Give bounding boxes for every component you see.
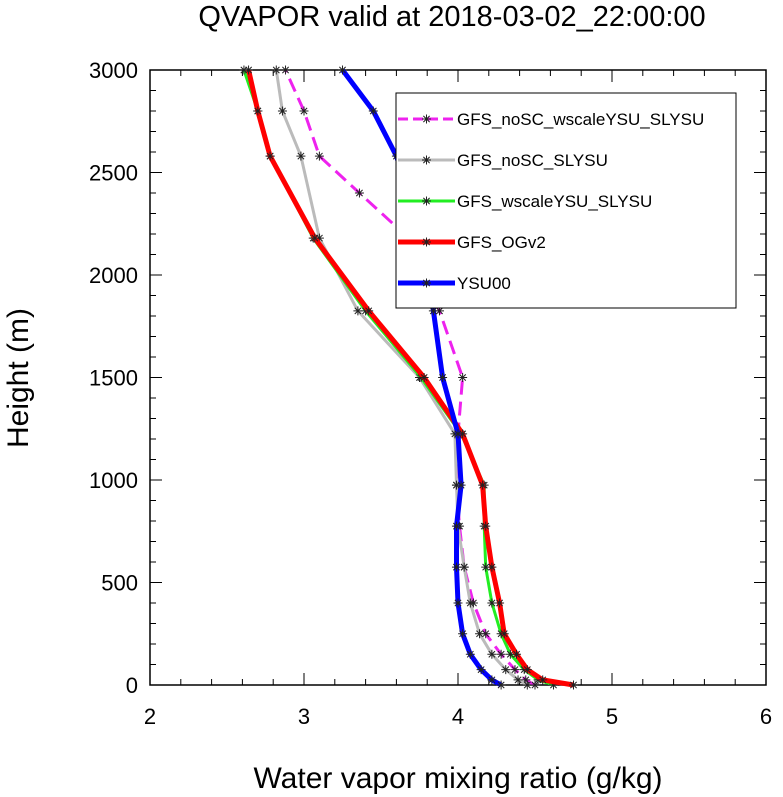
- legend: GFS_noSC_wscaleYSU_SLYSU GFS_noSC_SLYSU GF…: [395, 92, 737, 309]
- data-point: [496, 680, 506, 690]
- data-point: [513, 675, 523, 685]
- legend-label: GFS_noSC_wscaleYSU_SLYSU: [457, 110, 704, 129]
- data-point: [465, 598, 475, 608]
- data-point: [522, 665, 532, 675]
- data-point: [538, 675, 548, 685]
- axis-ticks: 2 3 4 5 6 0 500 1000 1500 2000 2500 3000: [89, 58, 772, 729]
- data-point: [501, 665, 511, 675]
- series-line: [246, 69, 574, 688]
- data-point: [496, 649, 506, 659]
- data-point: [299, 106, 309, 116]
- series-GFS_OGv2: [244, 65, 578, 690]
- data-point: [481, 521, 491, 531]
- data-point: [487, 598, 497, 608]
- data-point: [453, 598, 463, 608]
- data-point: [438, 373, 448, 382]
- data-point: [419, 373, 429, 382]
- data-point: [353, 306, 363, 316]
- data-point: [487, 675, 497, 685]
- data-point: [338, 65, 347, 75]
- chart-title: QVAPOR valid at 2018-03-02_22:00:00: [198, 1, 705, 33]
- data-point: [512, 649, 522, 659]
- data-point: [364, 306, 374, 316]
- legend-item: GFS_noSC_SLYSU: [398, 151, 608, 170]
- data-point: [271, 65, 281, 75]
- data-point: [458, 373, 468, 382]
- data-point: [487, 562, 497, 572]
- data-point: [522, 680, 532, 690]
- data-point: [478, 480, 488, 490]
- data-point: [499, 629, 509, 639]
- x-tick-label: 6: [760, 704, 772, 729]
- y-tick-label: 2500: [89, 161, 138, 186]
- data-point: [296, 151, 306, 161]
- data-point: [510, 665, 520, 675]
- legend-item: GFS_wscaleYSU_SLYSU: [398, 192, 652, 211]
- y-tick-label: 3000: [89, 58, 138, 83]
- y-tick-label: 1000: [89, 468, 138, 493]
- data-point: [451, 521, 461, 531]
- y-tick-label: 2000: [89, 263, 138, 288]
- data-point: [244, 65, 254, 75]
- data-point: [451, 562, 461, 572]
- data-point: [456, 480, 466, 490]
- x-tick-label: 4: [452, 704, 464, 729]
- data-point: [487, 649, 497, 659]
- data-point: [495, 598, 505, 608]
- data-point: [453, 429, 463, 439]
- legend-item: GFS_noSC_wscaleYSU_SLYSU: [398, 110, 704, 129]
- legend-item: GFS_OGv2: [398, 233, 546, 252]
- data-point: [465, 649, 475, 659]
- legend-item: YSU00: [398, 274, 511, 293]
- legend-label: GFS_noSC_SLYSU: [457, 151, 608, 170]
- data-point: [265, 151, 275, 161]
- data-point: [314, 151, 324, 161]
- x-tick-label: 2: [144, 704, 156, 729]
- data-point: [368, 106, 378, 116]
- data-point: [277, 106, 287, 116]
- data-point: [476, 665, 486, 675]
- data-point: [475, 629, 485, 639]
- data-point: [354, 188, 364, 198]
- data-point: [530, 680, 540, 690]
- data-point: [458, 629, 468, 639]
- y-tick-label: 500: [101, 571, 138, 596]
- y-tick-label: 0: [126, 673, 138, 698]
- data-point: [310, 233, 320, 243]
- x-tick-label: 3: [298, 704, 310, 729]
- data-point: [569, 680, 578, 690]
- data-point: [459, 562, 469, 572]
- x-tick-label: 5: [606, 704, 618, 729]
- legend-label: GFS_wscaleYSU_SLYSU: [457, 192, 652, 211]
- legend-label: YSU00: [457, 274, 511, 293]
- data-point: [281, 65, 291, 75]
- legend-label: GFS_OGv2: [457, 233, 546, 252]
- y-axis-title: Height (m): [2, 308, 35, 448]
- y-tick-label: 1500: [89, 366, 138, 391]
- data-point: [253, 106, 263, 116]
- x-axis-title: Water vapor mixing ratio (g/kg): [253, 762, 662, 795]
